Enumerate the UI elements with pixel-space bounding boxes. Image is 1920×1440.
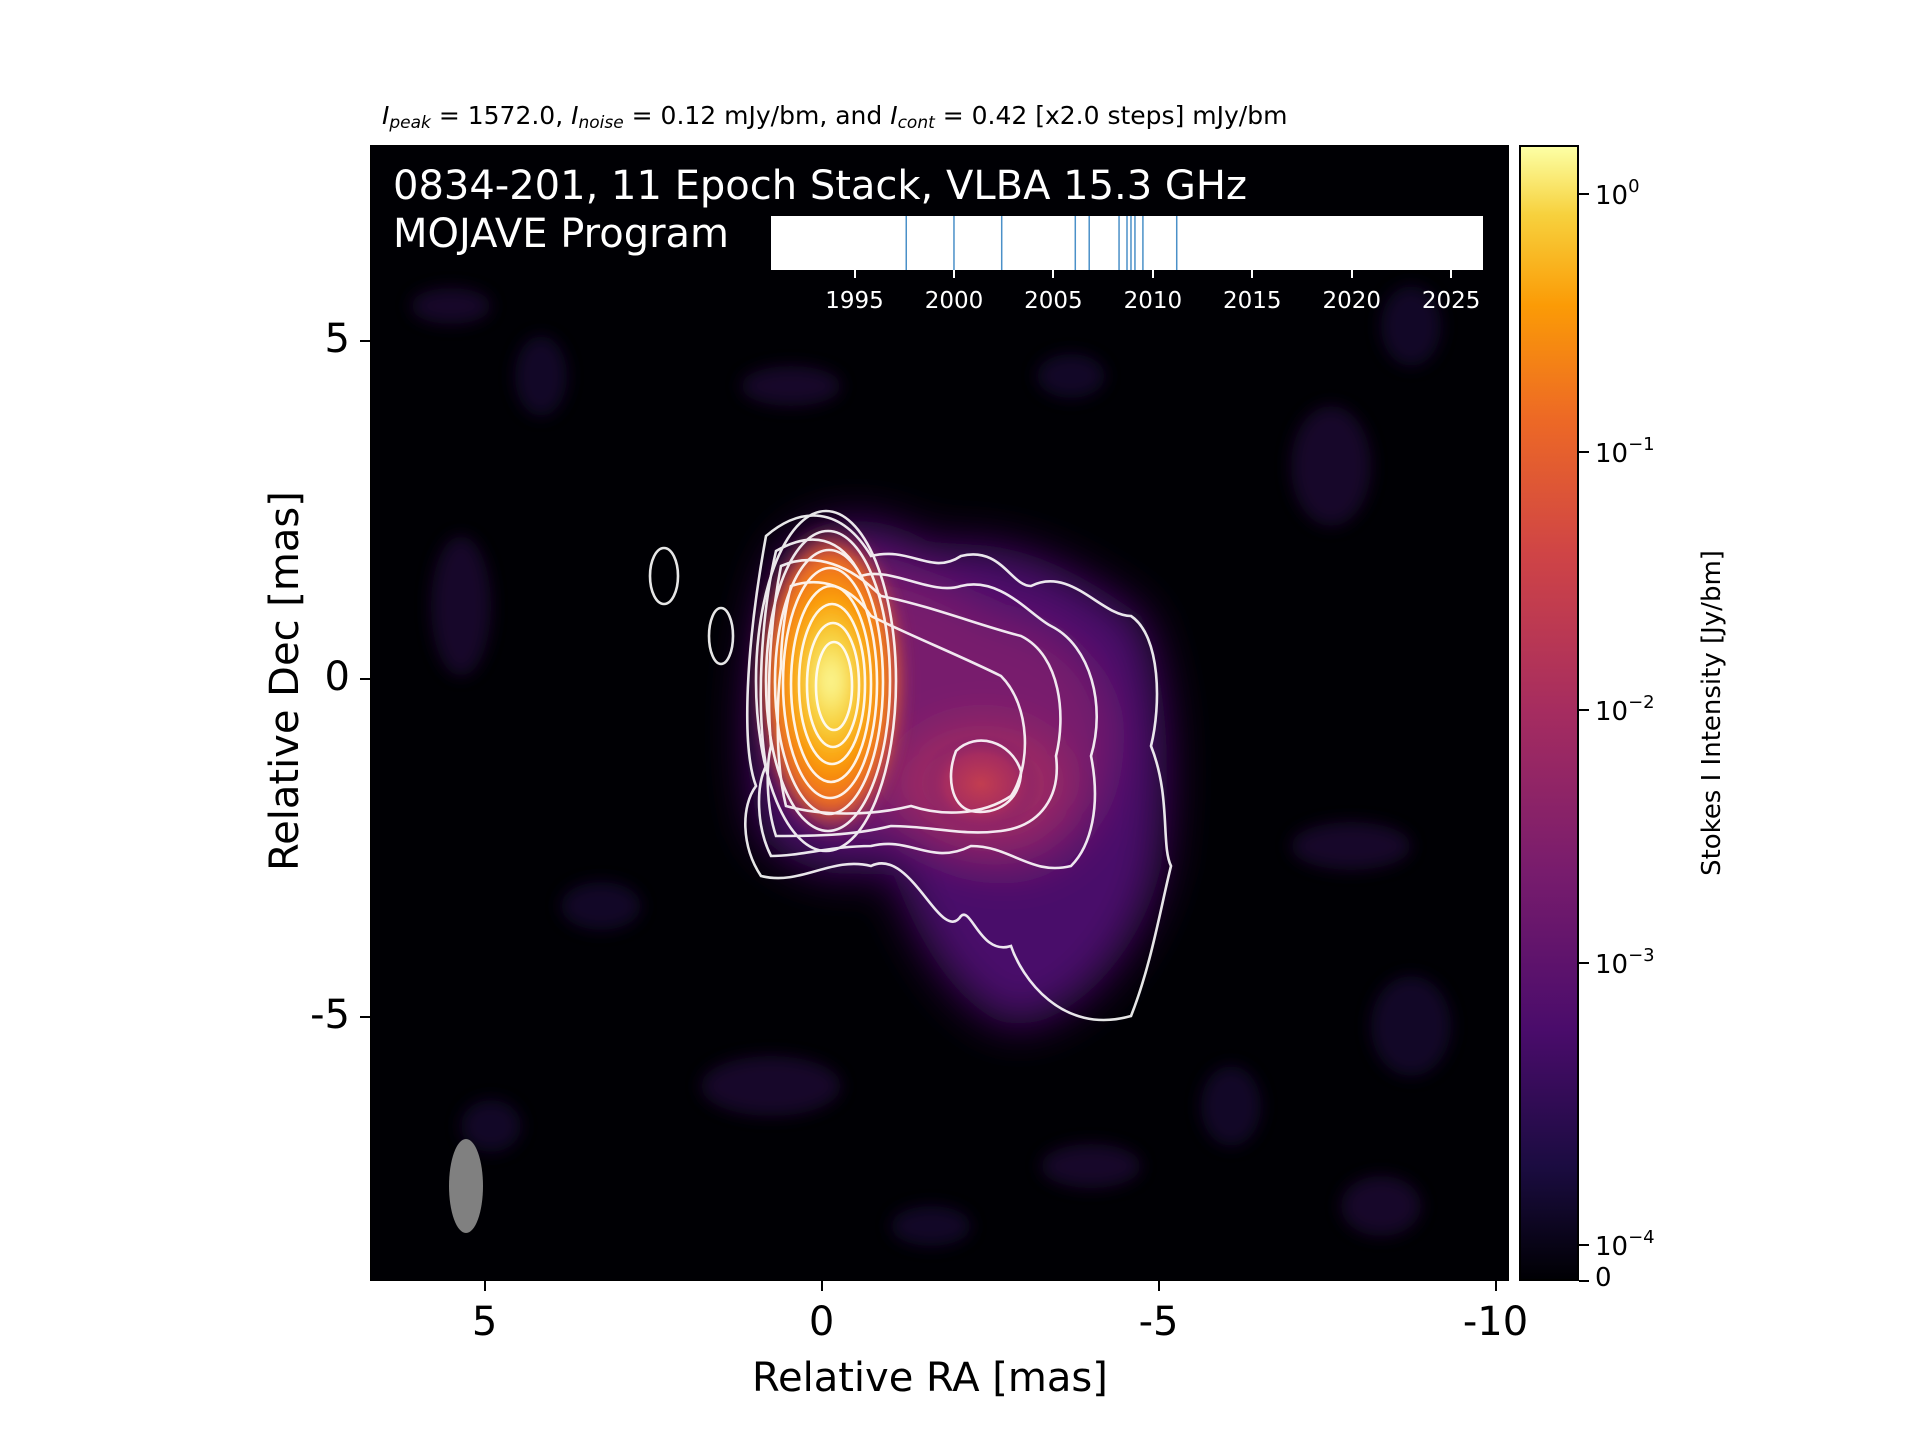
colorbar-title: Stokes I Intensity [Jy/bm] bbox=[1697, 550, 1727, 876]
timeline-tick-mark bbox=[1151, 270, 1154, 278]
x-axis-label: Relative RA [mas] bbox=[752, 1355, 1108, 1401]
plot-title: Ipeak = 1572.0, Inoise = 0.12 mJy/bm, an… bbox=[382, 101, 1288, 133]
timeline-tick-mark bbox=[1052, 270, 1055, 278]
intensity-contours bbox=[648, 509, 1173, 1022]
isolated-contour-2 bbox=[707, 606, 735, 666]
source-label: 0834-201, 11 Epoch Stack, VLBA 15.3 GHz bbox=[393, 163, 1248, 209]
timeline-axis: 1995 2000 2005 2010 2015 2020 2025 bbox=[771, 270, 1483, 320]
isolated-contour-1 bbox=[648, 546, 680, 606]
timeline-tick-mark bbox=[1350, 270, 1353, 278]
colorbar-tick-label: 100 bbox=[1595, 175, 1640, 211]
timeline-year-label: 2025 bbox=[1421, 288, 1481, 314]
jet-knot bbox=[921, 734, 1041, 834]
colorbar-tick-mark bbox=[1579, 1243, 1589, 1246]
x-tick-label: 5 bbox=[471, 1299, 498, 1345]
timeline-year-label: 2010 bbox=[1123, 288, 1183, 314]
colorbar-tick-label: 0 bbox=[1595, 1263, 1612, 1293]
timeline-year-label: 2000 bbox=[924, 288, 984, 314]
timeline-tick-mark bbox=[952, 270, 955, 278]
colorbar-tick-label: 10−4 bbox=[1595, 1226, 1655, 1262]
y-tick-mark bbox=[360, 1016, 370, 1019]
epoch-timeline bbox=[771, 216, 1483, 270]
x-tick-mark bbox=[1157, 1281, 1160, 1291]
colorbar bbox=[1519, 145, 1579, 1281]
colorbar-tick-mark bbox=[1579, 961, 1589, 964]
timeline-tick-mark bbox=[1251, 270, 1254, 278]
colorbar-tick-label: 10−1 bbox=[1595, 433, 1655, 469]
epoch-timeline-plot bbox=[905, 216, 1178, 270]
background-noise bbox=[411, 286, 1451, 1246]
radio-map-panel: 0834-201, 11 Epoch Stack, VLBA 15.3 GHz … bbox=[370, 145, 1509, 1281]
x-tick-mark bbox=[483, 1281, 486, 1291]
beam-ellipse bbox=[449, 1139, 483, 1233]
x-tick-label: -5 bbox=[1138, 1299, 1179, 1345]
colorbar-tick-mark bbox=[1579, 450, 1589, 453]
timeline-tick-mark bbox=[1450, 270, 1453, 278]
x-tick-mark bbox=[1494, 1281, 1497, 1291]
y-tick-label: -5 bbox=[310, 992, 350, 1039]
timeline-year-label: 1995 bbox=[825, 288, 884, 314]
colorbar-tick-label: 10−2 bbox=[1595, 691, 1655, 727]
x-tick-label: -10 bbox=[1462, 1299, 1529, 1345]
colorbar-tick-label: 10−3 bbox=[1595, 944, 1655, 980]
colorbar-tick-mark bbox=[1579, 192, 1589, 195]
y-axis-label: Relative Dec [mas] bbox=[262, 491, 308, 871]
y-tick-label: 5 bbox=[324, 316, 350, 363]
colorbar-tick-mark bbox=[1579, 708, 1589, 711]
radio-map-image bbox=[371, 146, 1508, 1280]
colorbar-tick-mark bbox=[1579, 1280, 1589, 1282]
timeline-year-label: 2005 bbox=[1024, 288, 1083, 314]
y-tick-mark bbox=[360, 678, 370, 681]
timeline-year-label: 2015 bbox=[1223, 288, 1282, 314]
timeline-tick-mark bbox=[853, 270, 856, 278]
y-tick-mark bbox=[360, 340, 370, 343]
x-tick-label: 0 bbox=[808, 1299, 835, 1345]
timeline-year-label: 2020 bbox=[1322, 288, 1381, 314]
x-tick-mark bbox=[820, 1281, 823, 1291]
program-label: MOJAVE Program bbox=[393, 211, 730, 257]
